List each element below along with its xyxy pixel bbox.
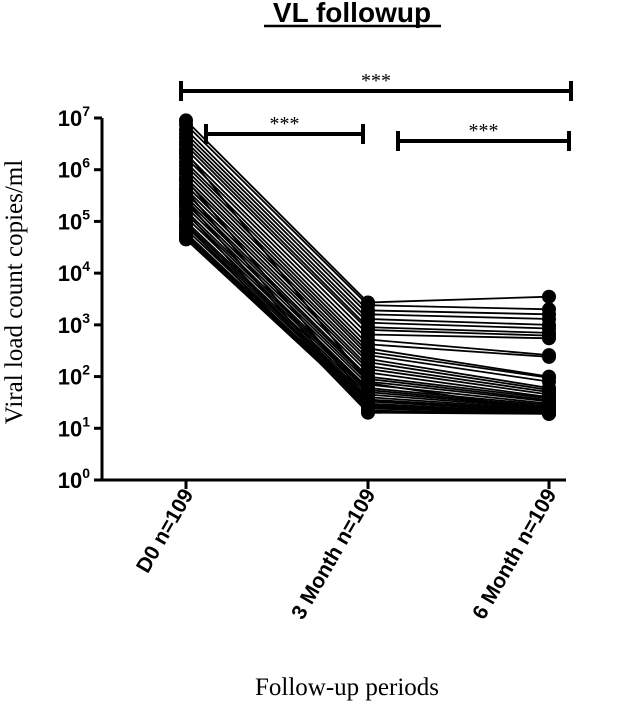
y-tick-label: 103 <box>58 310 90 338</box>
data-point <box>179 205 193 220</box>
y-tick-label: 100 <box>58 465 90 493</box>
y-axis-label: Viral load count copies/ml <box>1 160 28 424</box>
chart-title: VL followup <box>273 0 431 28</box>
series-line <box>185 132 550 320</box>
data-point <box>361 405 375 420</box>
data-point <box>179 218 193 233</box>
y-tick-label: 105 <box>58 206 90 234</box>
y-tick-label: 107 <box>58 103 90 131</box>
data-point <box>179 172 193 187</box>
data-point <box>179 193 193 208</box>
x-axis-label: Follow-up periods <box>255 674 439 701</box>
data-point <box>542 289 556 304</box>
x-tick-label: 3 Month n=109 <box>287 485 380 623</box>
series-points <box>179 113 556 421</box>
significance-brackets: *** *** *** <box>179 70 573 151</box>
y-tick-label: 106 <box>58 155 90 183</box>
data-point <box>179 232 193 247</box>
y-tick-label: 101 <box>58 413 90 441</box>
y-tick-label: 102 <box>58 362 90 390</box>
data-point <box>542 349 556 364</box>
x-tick-label: D0 n=109 <box>132 485 198 577</box>
y-tick-label: 104 <box>58 258 90 286</box>
x-tick-labels: D0 n=109 3 Month n=109 6 Month n=109 <box>132 480 561 623</box>
data-point <box>542 331 556 346</box>
significance-label: *** <box>361 70 391 92</box>
significance-label: *** <box>270 113 300 135</box>
significance-label: *** <box>469 120 499 142</box>
data-point <box>179 145 193 159</box>
x-tick-label: 6 Month n=109 <box>468 485 561 623</box>
data-point <box>361 393 375 408</box>
data-point <box>542 404 556 419</box>
data-point <box>179 183 193 198</box>
y-tick-labels: 100 101 102 103 104 105 106 107 <box>58 103 102 493</box>
data-point <box>361 376 375 390</box>
axes <box>100 118 566 482</box>
